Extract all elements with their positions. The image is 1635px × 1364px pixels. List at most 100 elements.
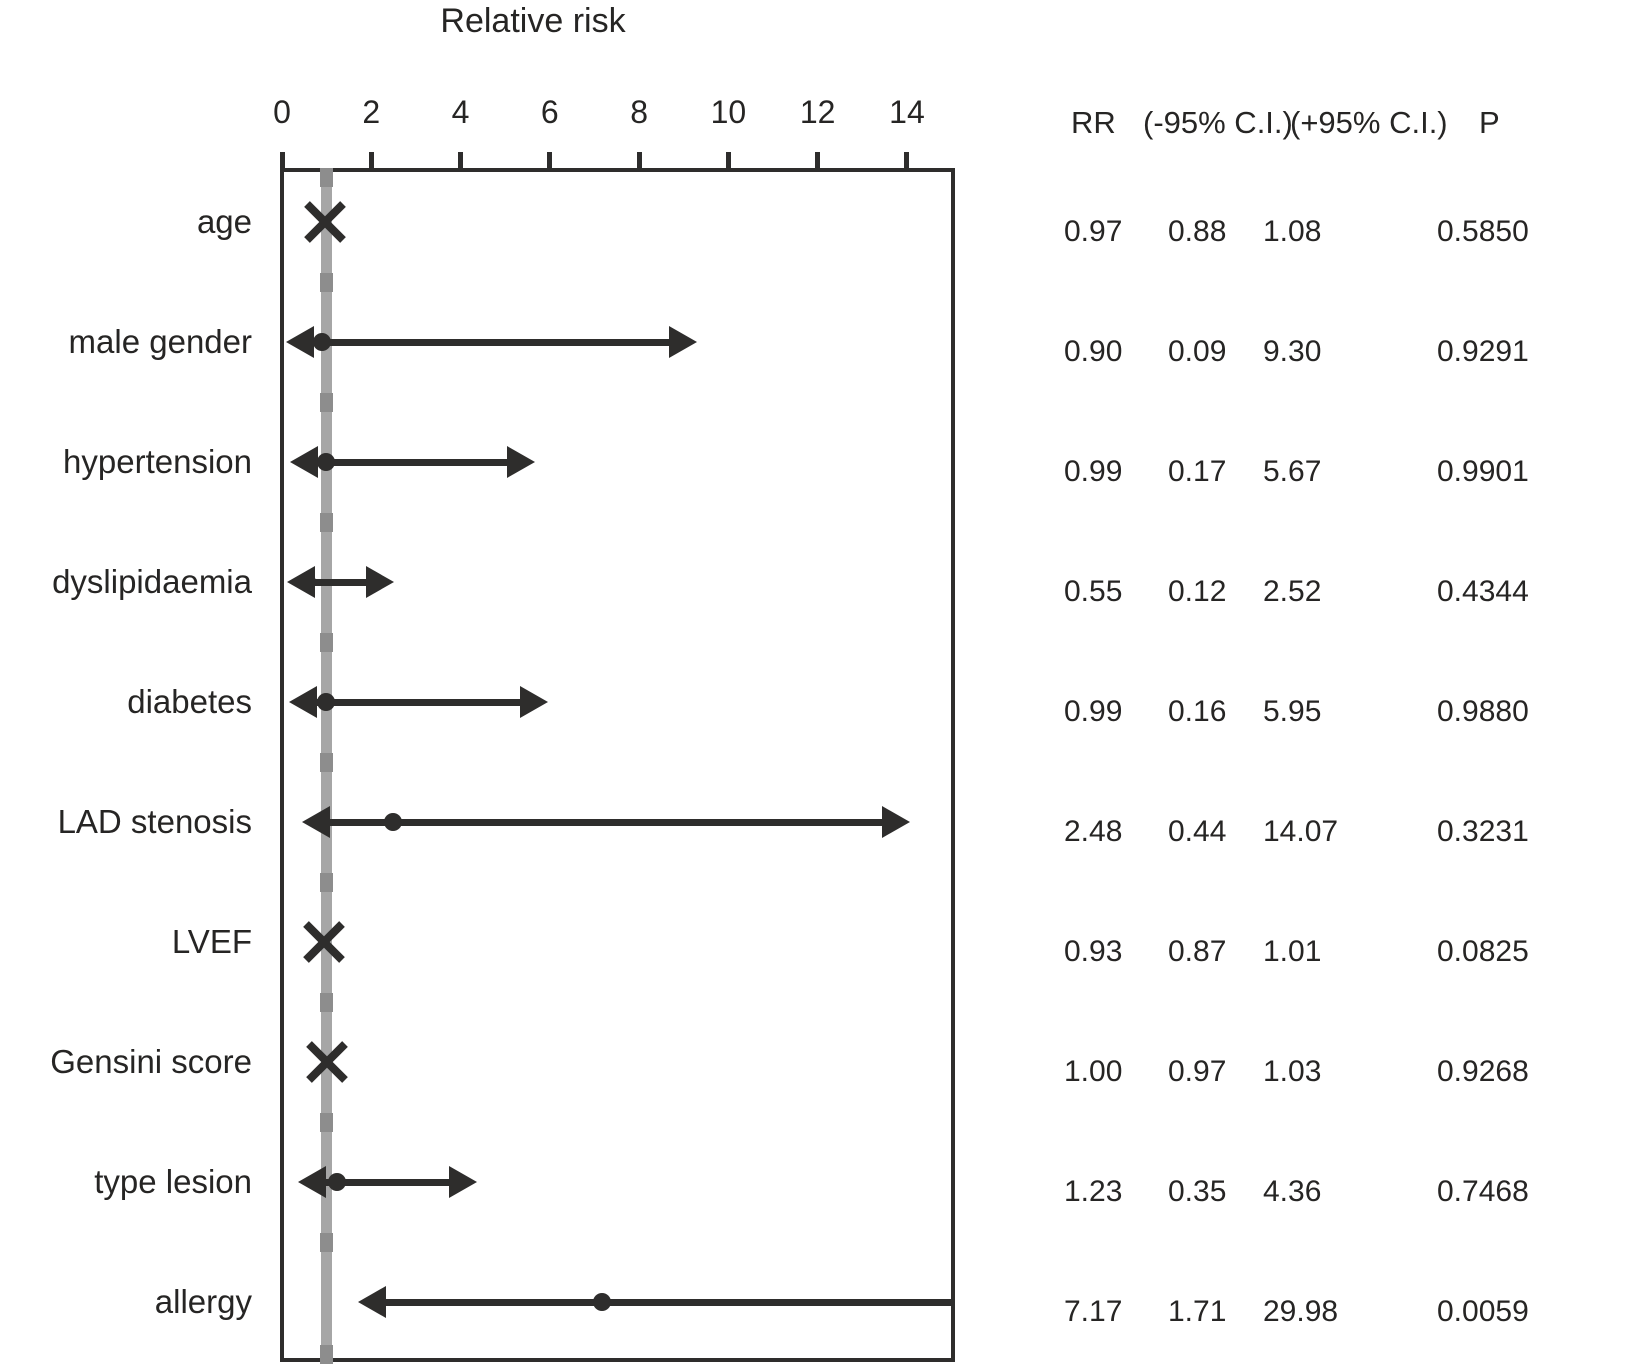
x-axis-tick-label: 14 (889, 94, 925, 130)
ci-left-arrowhead (289, 446, 318, 478)
table-cell-ci-high: 1.08 (1263, 215, 1322, 248)
table-header-rr: RR (1071, 105, 1116, 140)
ci-right-arrowhead (882, 806, 911, 838)
reference-line-dash (319, 1113, 333, 1132)
rr-dot (593, 1293, 612, 1311)
x-axis-tick-label: 2 (362, 94, 381, 130)
table-cell-ci-low: 0.16 (1168, 695, 1227, 728)
row-label: diabetes (127, 683, 252, 720)
x-axis-tick (904, 152, 910, 170)
table-cell-rr: 1.00 (1064, 1055, 1123, 1088)
table-cell-rr: 0.93 (1064, 935, 1123, 968)
reference-line-dash (319, 753, 333, 772)
reference-line-dash (319, 633, 333, 652)
table-cell-rr: 0.55 (1064, 575, 1123, 608)
table-cell-p: 0.0059 (1437, 1295, 1529, 1328)
row-label: LVEF (171, 923, 252, 960)
chart-title: Relative risk (440, 2, 626, 40)
row-label: age (196, 203, 252, 240)
table-cell-ci-low: 0.87 (1168, 935, 1227, 968)
table-cell-ci-low: 0.35 (1168, 1175, 1227, 1208)
ci-right-arrowhead (519, 686, 548, 718)
ci-line (311, 698, 526, 706)
table-cell-p: 0.9268 (1437, 1055, 1529, 1088)
ci-line (311, 458, 514, 466)
x-axis-tick-label: 4 (451, 94, 470, 130)
rr-dot (313, 333, 332, 351)
table-cell-p: 0.5850 (1437, 215, 1529, 248)
x-axis-tick (279, 152, 285, 170)
rr-dot (327, 1173, 346, 1191)
x-axis-tick (636, 152, 642, 170)
x-axis-tick (547, 152, 553, 170)
ci-left-arrowhead (301, 806, 330, 838)
x-axis-tick (458, 152, 464, 170)
table-cell-rr: 7.17 (1064, 1295, 1123, 1328)
x-axis-tick-label: 12 (799, 94, 836, 130)
table-cell-ci-low: 0.97 (1168, 1055, 1227, 1088)
x-axis-tick (815, 152, 821, 170)
table-header-ci-low: (-95% C.I.) (1143, 105, 1293, 140)
table-header-p: P (1479, 105, 1500, 140)
reference-line-dash (319, 873, 333, 892)
ci-right-arrowhead (669, 326, 698, 358)
table-cell-ci-high: 4.36 (1263, 1175, 1322, 1208)
table-cell-ci-high: 1.01 (1263, 935, 1322, 968)
reference-line-dash (319, 273, 333, 292)
x-axis-tick (368, 152, 374, 170)
table-cell-p: 0.9901 (1437, 455, 1529, 488)
x-axis-tick-label: 6 (540, 94, 559, 130)
reference-line-dash (319, 1233, 333, 1252)
x-marker (302, 199, 348, 250)
table-cell-p: 0.9291 (1437, 335, 1529, 368)
table-header-ci-high: (+95% C.I.) (1290, 105, 1448, 140)
rr-dot (297, 573, 316, 591)
row-label: type lesion (94, 1163, 252, 1200)
row-label: allergy (154, 1283, 252, 1320)
ci-line (380, 1298, 951, 1306)
x-axis-tick (725, 152, 731, 170)
row-label: male gender (68, 323, 252, 360)
row-label: LAD stenosis (57, 803, 252, 840)
rr-dot (383, 813, 402, 831)
table-cell-rr: 0.99 (1064, 455, 1123, 488)
table-cell-ci-high: 2.52 (1263, 575, 1322, 608)
plot-area (280, 168, 955, 1362)
reference-line-dash (319, 168, 333, 187)
table-cell-rr: 2.48 (1064, 815, 1123, 848)
ci-line (309, 578, 373, 586)
table-cell-rr: 0.90 (1064, 335, 1123, 368)
table-cell-ci-low: 0.88 (1168, 215, 1227, 248)
table-cell-p: 0.7468 (1437, 1175, 1529, 1208)
reference-line-dash (319, 393, 333, 412)
table-cell-ci-high: 14.07 (1263, 815, 1339, 848)
table-cell-ci-high: 5.95 (1263, 695, 1322, 728)
ci-left-arrowhead (358, 1286, 387, 1318)
ci-line (323, 818, 889, 826)
table-cell-ci-high: 29.98 (1263, 1295, 1339, 1328)
rr-dot (317, 453, 336, 471)
row-label: dyslipidaemia (52, 563, 252, 600)
row-label: hypertension (63, 443, 252, 480)
table-cell-p: 0.3231 (1437, 815, 1529, 848)
x-marker (304, 1039, 350, 1090)
table-cell-ci-low: 0.44 (1168, 815, 1227, 848)
table-cell-ci-high: 1.03 (1263, 1055, 1322, 1088)
ci-right-arrowhead (507, 446, 536, 478)
x-marker (301, 919, 347, 970)
table-cell-ci-high: 9.30 (1263, 335, 1322, 368)
x-axis-tick-label: 8 (630, 94, 649, 130)
ci-left-arrowhead (286, 326, 315, 358)
ci-left-arrowhead (289, 686, 318, 718)
table-cell-ci-high: 5.67 (1263, 455, 1322, 488)
table-cell-rr: 0.99 (1064, 695, 1123, 728)
x-axis-tick-label: 0 (273, 94, 291, 130)
x-axis-tick-label: 10 (710, 94, 747, 130)
table-cell-ci-low: 1.71 (1168, 1295, 1227, 1328)
reference-line-dash (319, 993, 333, 1012)
ci-left-arrowhead (297, 1166, 326, 1198)
table-cell-ci-low: 0.12 (1168, 575, 1227, 608)
ci-line (308, 338, 676, 346)
ci-right-arrowhead (366, 566, 395, 598)
